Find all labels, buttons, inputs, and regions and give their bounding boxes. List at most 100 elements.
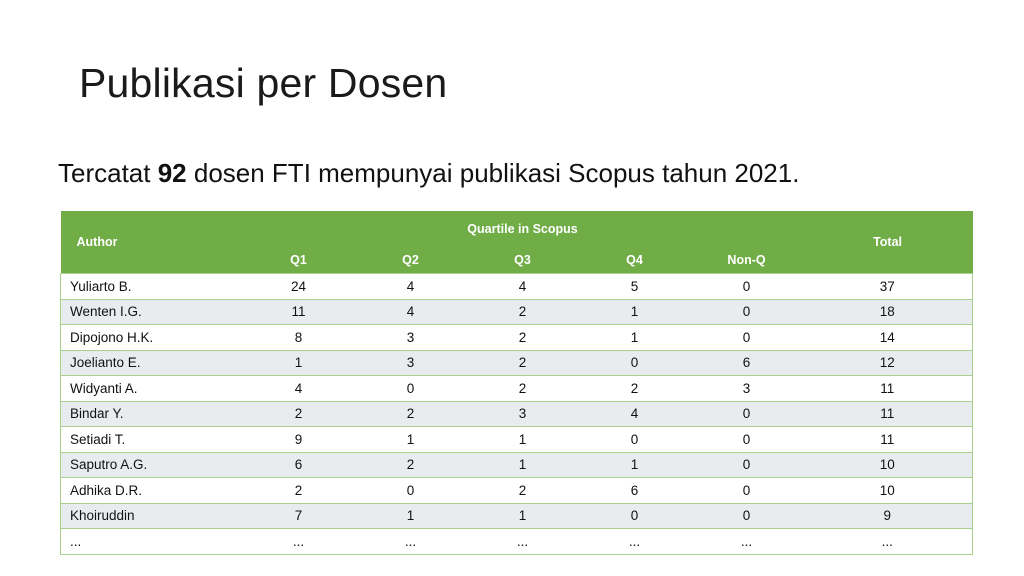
nonq-header: Non-Q [690,247,803,274]
author-cell: Wenten I.G. [60,298,243,325]
q1-cell: 2 [242,400,355,427]
q4-cell: 6 [578,477,691,504]
nonq-cell: 0 [690,502,803,529]
q2-cell: 1 [354,502,467,529]
q3-cell: 4 [466,273,579,300]
subtitle-suffix: dosen FTI mempunyai publikasi Scopus tah… [186,158,800,188]
q1-cell: 24 [242,273,355,300]
q4-header: Q4 [578,247,691,274]
total-cell: 18 [802,298,973,325]
q4-cell: 0 [578,349,691,376]
q4-cell: ... [578,528,691,555]
q2-cell: 4 [354,298,467,325]
table-row: ..................... [60,528,973,555]
author-cell: Joelianto E. [60,349,243,376]
header-row-top: Author Quartile in Scopus Total [60,211,973,274]
table-row: Widyanti A. 4 0 2 2 3 11 [60,375,973,402]
nonq-cell: 0 [690,400,803,427]
q1-cell: 7 [242,502,355,529]
author-cell: Dipojono H.K. [60,324,243,351]
table-row: Bindar Y. 2 2 3 4 0 11 [60,400,973,427]
q1-cell: 1 [242,349,355,376]
q2-cell: 2 [354,451,467,478]
table-row: Adhika D.R. 2 0 2 6 0 10 [60,477,973,504]
author-cell: Widyanti A. [60,375,243,402]
q3-cell: 2 [466,477,579,504]
total-cell: 11 [802,375,973,402]
total-cell: 10 [802,477,973,504]
nonq-cell: 0 [690,451,803,478]
author-header: Author [60,211,243,274]
q3-cell: 2 [466,298,579,325]
total-cell: 11 [802,426,973,453]
table-row: Khoiruddin 7 1 1 0 0 9 [60,502,973,529]
subtitle-prefix: Tercatat [58,158,158,188]
author-cell: Adhika D.R. [60,477,243,504]
q2-cell: 3 [354,349,467,376]
table-row: Dipojono H.K. 8 3 2 1 0 14 [60,324,973,351]
slide-subtitle: Tercatat 92 dosen FTI mempunyai publikas… [58,158,799,189]
quartile-group-header: Quartile in Scopus [242,211,803,247]
header-row-quartiles: Q1 Q2 Q3 Q4 Non-Q [61,247,973,274]
q2-cell: 3 [354,324,467,351]
nonq-cell: 0 [690,298,803,325]
q3-cell: 2 [466,349,579,376]
nonq-cell: 0 [690,426,803,453]
q1-cell: 8 [242,324,355,351]
author-cell: ... [60,528,243,555]
q2-cell: 1 [354,426,467,453]
q1-cell: 2 [242,477,355,504]
q4-cell: 0 [578,502,691,529]
nonq-cell: 6 [690,349,803,376]
q2-cell: 4 [354,273,467,300]
table-row: Joelianto E. 1 3 2 0 6 12 [60,349,973,376]
q3-cell: 3 [466,400,579,427]
author-cell: Bindar Y. [60,400,243,427]
total-cell: 9 [802,502,973,529]
total-cell: 37 [802,273,973,300]
total-cell: 10 [802,451,973,478]
q1-cell: 9 [242,426,355,453]
nonq-cell: 3 [690,375,803,402]
q1-cell: 4 [242,375,355,402]
q2-cell: ... [354,528,467,555]
q3-cell: 1 [466,502,579,529]
q1-cell: 6 [242,451,355,478]
author-cell: Khoiruddin [60,502,243,529]
nonq-cell: 0 [690,273,803,300]
table-row: Wenten I.G. 11 4 2 1 0 18 [60,298,973,325]
q4-cell: 0 [578,426,691,453]
nonq-cell: ... [690,528,803,555]
total-header: Total [802,211,973,274]
author-cell: Yuliarto B. [60,273,243,300]
q4-cell: 5 [578,273,691,300]
nonq-cell: 0 [690,477,803,504]
q2-cell: 0 [354,477,467,504]
q1-cell: 11 [242,298,355,325]
q3-cell: 2 [466,375,579,402]
q4-cell: 1 [578,298,691,325]
q1-cell: ... [242,528,355,555]
publication-table: Author Quartile in Scopus Total Q1 Q2 Q3… [60,211,973,555]
q4-cell: 1 [578,451,691,478]
q2-cell: 2 [354,400,467,427]
q3-cell: ... [466,528,579,555]
q4-cell: 4 [578,400,691,427]
author-cell: Saputro A.G. [60,451,243,478]
total-cell: 14 [802,324,973,351]
author-cell: Setiadi T. [60,426,243,453]
nonq-cell: 0 [690,324,803,351]
q4-cell: 2 [578,375,691,402]
q2-cell: 0 [354,375,467,402]
q4-cell: 1 [578,324,691,351]
q3-header: Q3 [466,247,579,274]
table-row: Saputro A.G. 6 2 1 1 0 10 [60,451,973,478]
q3-cell: 2 [466,324,579,351]
total-cell: 11 [802,400,973,427]
q3-cell: 1 [466,426,579,453]
q1-header: Q1 [242,247,355,274]
lecturer-count: 92 [157,158,187,188]
q2-header: Q2 [354,247,467,274]
q3-cell: 1 [466,451,579,478]
slide-title: Publikasi per Dosen [79,60,448,106]
